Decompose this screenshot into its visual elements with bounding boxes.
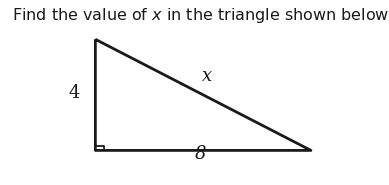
Text: 8: 8 bbox=[195, 145, 207, 163]
Text: 4: 4 bbox=[68, 84, 80, 102]
Text: x: x bbox=[202, 67, 212, 85]
Text: Find the value of $\it{x}$ in the triangle shown below.: Find the value of $\it{x}$ in the triang… bbox=[12, 6, 389, 25]
